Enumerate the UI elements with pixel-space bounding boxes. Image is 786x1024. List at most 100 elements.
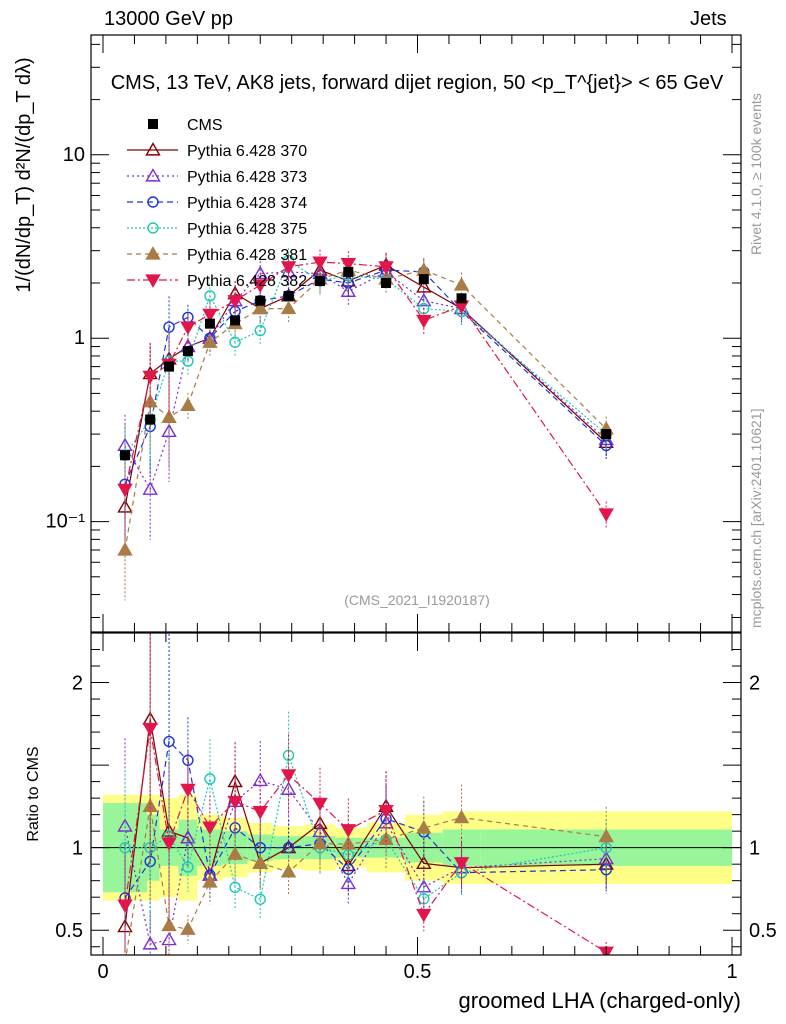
y-tick-label: 1	[74, 327, 85, 349]
data-point	[315, 276, 326, 287]
legend-label: CMS	[187, 117, 223, 134]
main-panel-series	[117, 248, 614, 601]
series-6-point	[227, 295, 243, 309]
series-6-point	[378, 261, 394, 275]
series-6-point	[598, 508, 614, 522]
legend-label: Pythia 6.428 370	[187, 143, 307, 160]
series-5-ratio-point	[416, 820, 432, 834]
series-6-ratio-point	[416, 908, 432, 923]
series-2-ratio-point	[280, 781, 297, 795]
plot-title: CMS, 13 TeV, AK8 jets, forward dijet reg…	[111, 72, 724, 94]
series-4-point	[204, 290, 216, 302]
rivet-label: Rivet 4.1.0, ≥ 100k events	[748, 93, 764, 255]
series-6-point	[340, 258, 357, 272]
legend-marker	[145, 168, 161, 182]
series-5-ratio-point	[312, 835, 328, 850]
category-label: Jets	[690, 8, 727, 30]
main-frame	[90, 34, 742, 633]
series-5-ratio-point	[280, 864, 297, 878]
series-5-ratio-point	[453, 809, 470, 824]
series-4-point	[254, 324, 266, 337]
series-2-ratio-point	[142, 936, 158, 950]
series-6-ratio-point	[202, 821, 218, 835]
series-6-point	[416, 314, 432, 329]
series-5-ratio-point	[227, 846, 243, 860]
series-5-point	[202, 334, 218, 348]
ratio-tick-label: 0.5	[55, 920, 83, 942]
series-4-ratio-point	[229, 881, 241, 893]
data-point	[456, 293, 467, 304]
series-2-ratio-point	[340, 875, 357, 890]
ratio-tick-label-right: 2	[749, 673, 760, 695]
series-6-line	[124, 261, 607, 515]
series-5-ratio-point	[180, 921, 196, 935]
x-tick-label: 0.5	[404, 961, 432, 983]
series-6-point	[180, 321, 196, 335]
data-point	[204, 318, 215, 329]
series-5-ratio-point	[598, 828, 614, 843]
legend-label: Pythia 6.428 382	[187, 273, 307, 290]
series-6-ratio-line	[124, 728, 607, 953]
x-tick-label: 0	[97, 961, 108, 983]
series-6-ratio-point	[312, 797, 328, 812]
x-axis-label: groomed LHA (charged-only)	[459, 988, 741, 1013]
series-5-ratio-point	[202, 874, 218, 888]
legend-label: Pythia 6.428 375	[187, 221, 307, 238]
legend-marker	[147, 196, 159, 208]
data-point	[255, 295, 266, 306]
series-6-ratio-point	[252, 805, 268, 820]
legend-marker	[148, 119, 158, 129]
series-5-ratio-point	[161, 917, 177, 932]
series-6-ratio-point	[117, 899, 133, 914]
energy-label: 13000 GeV pp	[104, 8, 233, 30]
legend-marker	[145, 274, 161, 288]
series-6-ratio-point	[340, 824, 357, 838]
ratio-frame	[90, 632, 742, 956]
series-1-ratio-point	[416, 855, 432, 869]
ratio-axis-label: Ratio to CMS	[25, 746, 42, 841]
series-2-line	[124, 271, 607, 491]
series-5-line	[124, 269, 607, 551]
series-6-point	[202, 308, 218, 323]
series-5-ratio-point	[252, 855, 268, 869]
legend-label: Pythia 6.428 374	[187, 195, 307, 212]
ratio-tick-label-right: 0.5	[749, 920, 777, 942]
series-1-point	[416, 279, 432, 293]
legend-marker	[145, 142, 161, 156]
series-6-point	[252, 279, 268, 293]
series-4-ratio-point	[182, 861, 194, 873]
series-4-ratio-point	[119, 841, 131, 854]
y-tick-label: 10	[63, 144, 85, 166]
series-5-point	[161, 409, 177, 423]
ratio-tick-label: 1	[72, 838, 83, 860]
data-point	[164, 361, 175, 372]
series-2-ratio-line	[124, 779, 607, 945]
series-6-point	[142, 370, 158, 385]
series-6-point	[117, 483, 133, 498]
series-4-ratio-point	[254, 893, 266, 905]
series-4-point	[229, 336, 241, 348]
legend-label: Pythia 6.428 373	[187, 169, 307, 186]
series-6-point	[280, 261, 297, 275]
series-5-point	[180, 397, 196, 411]
series-5-point	[453, 277, 470, 291]
ratio-panel-series	[117, 633, 614, 955]
series-6-point	[312, 256, 328, 270]
series-6-ratio-point	[180, 783, 196, 798]
series-5-point	[280, 300, 297, 315]
y-axis-label: 1/(dN/dp_T) d²N/(dp_T dλ)	[13, 57, 35, 292]
series-5-ratio-point	[124, 954, 126, 955]
data-point	[283, 290, 294, 301]
data-point	[601, 429, 612, 440]
data-point	[230, 315, 241, 326]
source-label: mcplots.cern.ch [arXiv:2401.10621]	[748, 408, 764, 628]
legend-label: Pythia 6.428 381	[187, 247, 307, 264]
x-tick-label: 1	[726, 961, 737, 983]
data-point	[343, 266, 354, 277]
y-tick-label: 10⁻¹	[46, 511, 86, 533]
series-6-ratio-point	[280, 769, 297, 783]
ratio-tick-label: 2	[72, 673, 83, 695]
analysis-id: (CMS_2021_I1920187)	[344, 592, 490, 608]
data-point	[381, 277, 392, 288]
